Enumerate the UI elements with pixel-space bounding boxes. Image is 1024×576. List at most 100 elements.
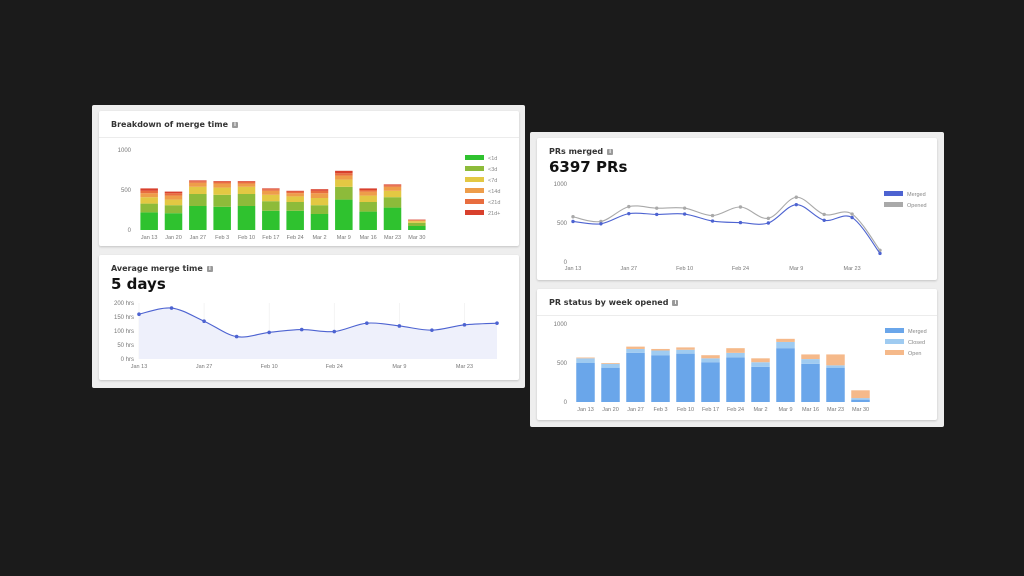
info-icon[interactable]: i	[607, 148, 614, 155]
bar-segment	[189, 186, 207, 194]
bar-segment	[383, 186, 402, 191]
bar-segment	[676, 353, 695, 402]
data-point	[850, 215, 854, 220]
x-tick-label: Jan 20	[165, 235, 182, 241]
bar-segment	[335, 173, 353, 176]
bar-segment	[626, 348, 645, 353]
bar-segment	[851, 390, 870, 399]
bar-segment	[359, 211, 377, 230]
bar-segment	[237, 194, 256, 206]
pr-status-chart: 1000 500 0 Jan 13 Jan 20 Jan 27 Feb 3 Feb 10 Feb…	[554, 322, 927, 413]
avg-merge-chart: Jan 13 Jan 27 Feb 10 Feb 24 Mar 9 Mar 23 200 h…	[114, 301, 499, 370]
data-point	[571, 219, 575, 224]
bar-segment	[213, 206, 231, 230]
legend-label: Open	[908, 351, 921, 357]
bar-segment	[237, 181, 256, 182]
prs-merged-value: 6397 PRs	[549, 158, 628, 176]
bar-segment	[262, 188, 280, 190]
legend-swatch	[465, 210, 484, 215]
x-tick-label: Feb 10	[261, 364, 278, 370]
bar-segment	[651, 355, 670, 402]
info-icon[interactable]: i	[206, 265, 213, 272]
bar-segment	[851, 399, 870, 402]
legend-label: <1d	[488, 156, 497, 162]
y-tick-label: 500	[557, 361, 568, 367]
x-tick-label: Feb 17	[262, 235, 279, 241]
bar-segment	[164, 191, 183, 194]
x-tick-label: Mar 9	[337, 235, 351, 241]
merge-breakdown-card: Breakdown of merge time i 1000 500 0 Jan 13…	[99, 111, 519, 246]
bar-segment	[383, 197, 402, 208]
info-icon[interactable]: i	[232, 121, 239, 128]
bar-segment	[140, 190, 158, 194]
x-tick-label: Feb 3	[653, 407, 667, 413]
data-point	[878, 248, 882, 252]
data-point	[169, 306, 174, 310]
x-tick-label: Feb 24	[287, 235, 304, 241]
x-tick-label: Jan 20	[602, 407, 619, 413]
bar-segment	[651, 350, 670, 356]
bar-segment	[262, 194, 280, 202]
bar-segment	[751, 358, 770, 363]
bar-segment	[189, 181, 207, 183]
x-tick-label: Mar 9	[789, 266, 803, 272]
bar-segment	[310, 190, 329, 194]
legend-label: Opened	[907, 203, 927, 209]
bar-segment	[213, 187, 231, 195]
x-tick-label: Jan 27	[627, 407, 644, 413]
data-point	[794, 202, 798, 207]
bar-segment	[286, 210, 304, 230]
legend-label: <14d	[488, 189, 500, 195]
bar-segment	[626, 352, 645, 402]
bar-segment	[776, 348, 795, 402]
data-point	[599, 219, 603, 224]
y-tick-label: 0	[564, 400, 568, 406]
data-point	[627, 211, 631, 216]
bar-segment	[335, 199, 353, 230]
bar-segment	[213, 183, 231, 188]
bar-segment	[335, 186, 353, 200]
data-point	[822, 218, 826, 222]
bar-segment	[701, 355, 720, 359]
bar-segment	[189, 180, 207, 182]
x-tick-label: Mar 2	[753, 407, 767, 413]
bar-segment	[726, 348, 745, 353]
data-point	[710, 219, 715, 223]
data-point	[766, 216, 771, 221]
bar-segment	[626, 346, 645, 349]
info-icon[interactable]: i	[672, 299, 679, 306]
y-tick-label: 1000	[118, 148, 132, 154]
bar-segment	[359, 190, 377, 192]
bar-segment	[601, 367, 620, 402]
data-point	[794, 195, 798, 199]
right-dashboard-panel: PRs merged i 6397 PRs 1000 500 0 Jan 13 Jan …	[530, 132, 944, 427]
x-tick-label: Mar 16	[802, 407, 819, 413]
pr-status-title: PR status by week opened i	[549, 298, 679, 307]
bar-segment	[601, 363, 620, 364]
legend-swatch	[465, 166, 484, 171]
bar-segment	[237, 183, 256, 187]
bar-segment	[408, 226, 426, 230]
bar-segment	[213, 181, 231, 182]
bar-segment	[359, 195, 377, 202]
data-point	[682, 206, 687, 210]
x-tick-label: Feb 24	[732, 266, 749, 272]
bar-segment	[776, 341, 795, 349]
bar-segment	[801, 363, 820, 402]
data-point	[430, 328, 434, 332]
bar-segment	[408, 222, 426, 226]
bar-segment	[576, 358, 595, 363]
y-tick-label: 0 hrs	[121, 357, 134, 363]
bar-segment	[651, 348, 670, 351]
bar-segment	[189, 206, 207, 230]
y-tick-label: 1000	[554, 182, 568, 188]
data-point	[332, 329, 337, 334]
bar-segment	[701, 358, 720, 363]
data-point	[397, 324, 402, 328]
x-tick-label: Feb 10	[676, 266, 693, 272]
data-point	[267, 330, 271, 335]
avg-merge-value: 5 days	[111, 275, 166, 293]
bar-segment	[676, 347, 695, 350]
x-tick-label: Feb 24	[727, 407, 744, 413]
pr-status-card: PR status by week opened i 1000 500 0 Jan 1…	[537, 289, 937, 420]
